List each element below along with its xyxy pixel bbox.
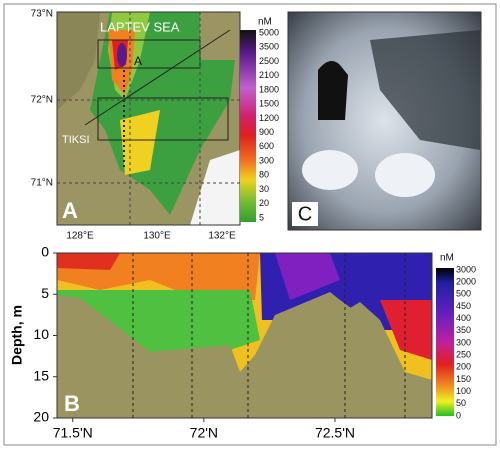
panel-label: C <box>298 203 312 225</box>
sea-label: LAPTEV SEA <box>100 19 180 34</box>
colorbar-label: 2500 <box>259 56 279 66</box>
colorbar-unit: nM <box>258 17 272 28</box>
x-tick-label: 72'N <box>190 425 218 441</box>
colorbar-label: 0 <box>456 410 461 420</box>
lon-label: 130°E <box>143 231 171 242</box>
colorbar-unit: nM <box>440 253 454 264</box>
label-box <box>292 202 318 226</box>
colorbar-label: 5 <box>259 212 264 222</box>
x-tick-label: 72.5'N <box>315 425 355 441</box>
colorbar-label: 80 <box>259 170 269 180</box>
section <box>56 252 433 419</box>
x-tick-label: 71.5'N <box>53 425 93 441</box>
panel-label: B <box>64 391 80 416</box>
lon-label: 128°E <box>66 231 94 242</box>
colorbar-label: 5000 <box>259 27 279 37</box>
colorbar-a <box>240 30 256 222</box>
colorbar-label: 900 <box>259 127 274 137</box>
colorbar-label: 150 <box>456 374 471 384</box>
photo <box>287 11 482 231</box>
lat-label: 72°N <box>31 95 53 106</box>
colorbar-b <box>436 268 454 416</box>
colorbar-label: 350 <box>456 325 471 335</box>
colorbar-label: 3000 <box>456 264 476 274</box>
colorbar-label: 50 <box>456 398 466 408</box>
colorbar-label: 30 <box>259 184 269 194</box>
colorbar-label: 450 <box>456 301 471 311</box>
city-label: TIKSI <box>62 134 90 146</box>
colorbar-label: 250 <box>456 350 471 360</box>
panel-label: A <box>62 198 78 223</box>
colorbar-label: 1500 <box>259 99 279 109</box>
colorbar-label: 2000 <box>456 277 476 287</box>
colorbar-label: 500 <box>456 289 471 299</box>
colorbar-label: 3500 <box>259 42 279 52</box>
y-tick-label: 10 <box>33 326 49 342</box>
colorbar-label: 20 <box>259 198 269 208</box>
y-axis-label: Depth, m <box>9 305 25 365</box>
lon-label: 132°E <box>208 231 236 242</box>
colorbar-label: 400 <box>456 313 471 323</box>
lat-label: 73°N <box>31 9 53 20</box>
colorbar-label: 300 <box>259 155 274 165</box>
y-tick-label: 0 <box>41 244 49 260</box>
colorbar-label: 1800 <box>259 84 279 94</box>
colorbar-label: 100 <box>456 386 471 396</box>
map <box>56 11 241 226</box>
frame <box>3 3 497 446</box>
colorbar-label: 1200 <box>259 113 279 123</box>
y-tick-label: 20 <box>33 409 49 425</box>
colorbar-label: 300 <box>456 337 471 347</box>
colorbar-label: 2100 <box>259 70 279 80</box>
station-label: A <box>134 54 142 68</box>
lat-label: 71°N <box>31 178 53 189</box>
y-tick-label: 5 <box>41 285 49 301</box>
y-tick-label: 15 <box>33 367 49 383</box>
colorbar-label: 200 <box>456 362 471 372</box>
colorbar-label: 600 <box>259 141 274 151</box>
